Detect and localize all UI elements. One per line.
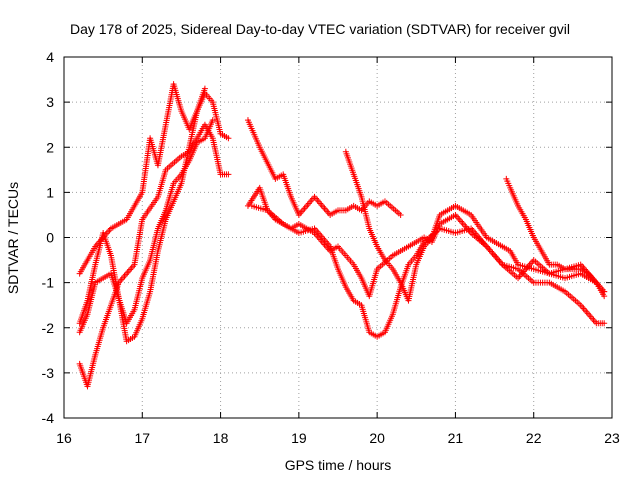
x-tick-label: 18 — [213, 430, 229, 446]
data-points — [76, 81, 608, 390]
x-tick-label: 20 — [369, 430, 385, 446]
y-tick-label: 0 — [46, 230, 54, 246]
data-point — [601, 320, 608, 327]
y-tick-label: 1 — [46, 184, 54, 200]
plot-frame — [63, 56, 613, 419]
y-tick-label: 2 — [46, 139, 54, 155]
series-track-d — [76, 85, 208, 345]
series-track-i — [503, 175, 608, 295]
data-point — [225, 135, 232, 142]
series-track-c — [76, 117, 216, 336]
chart-title: Day 178 of 2025, Sidereal Day-to-day VTE… — [70, 21, 570, 37]
series-track-a — [76, 81, 232, 277]
data-point — [201, 85, 208, 92]
y-tick-label: -2 — [42, 320, 55, 336]
y-axis-label: SDTVAR / TECUs — [5, 182, 21, 294]
y-tick-label: 4 — [46, 49, 54, 65]
y-tick-label: -1 — [42, 275, 55, 291]
y-tick-label: 3 — [46, 94, 54, 110]
y-tick-label: -4 — [42, 410, 55, 426]
x-tick-label: 23 — [604, 430, 620, 446]
x-tick-label: 16 — [56, 430, 72, 446]
grid-lines — [64, 57, 612, 418]
data-point — [225, 171, 232, 178]
x-tick-label: 17 — [134, 430, 150, 446]
data-point — [601, 288, 608, 295]
x-tick-label: 19 — [291, 430, 307, 446]
data-point — [209, 117, 216, 124]
x-tick-label: 22 — [526, 430, 542, 446]
data-point — [397, 211, 404, 218]
x-tick-label: 21 — [448, 430, 464, 446]
y-tick-label: -3 — [42, 365, 55, 381]
series-track-b — [76, 121, 232, 390]
series-track-h — [342, 148, 608, 304]
series-track-e — [244, 117, 404, 218]
x-axis-label: GPS time / hours — [285, 457, 392, 473]
